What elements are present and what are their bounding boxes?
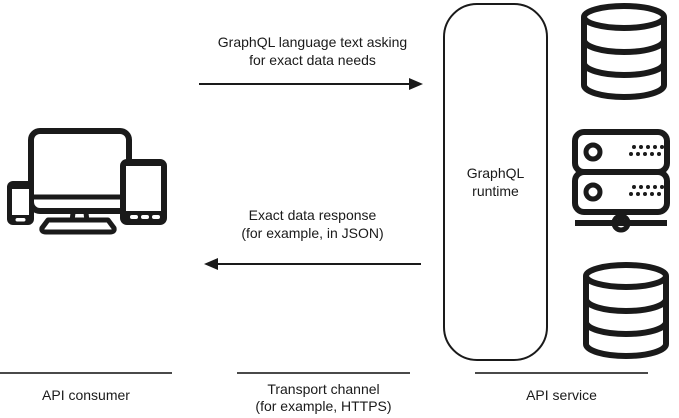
service-rule bbox=[475, 372, 648, 374]
devices-icon bbox=[7, 128, 167, 235]
runtime-line2: runtime bbox=[472, 183, 519, 199]
transport-channel-label: Transport channel (for example, HTTPS) bbox=[225, 381, 422, 415]
database-icon-bottom bbox=[583, 262, 669, 359]
consumer-rule bbox=[0, 372, 172, 374]
runtime-line1: GraphQL bbox=[466, 165, 525, 181]
transport-rule bbox=[237, 372, 410, 374]
request-message: GraphQL language text asking for exact d… bbox=[190, 33, 435, 69]
server-icon bbox=[572, 129, 670, 233]
response-line2: (for example, in JSON) bbox=[241, 225, 384, 241]
request-arrow bbox=[199, 78, 423, 90]
tablet-icon bbox=[120, 159, 167, 225]
api-service-label: API service bbox=[526, 387, 597, 403]
response-line1: Exact data response bbox=[248, 207, 377, 223]
request-line2: for exact data needs bbox=[249, 52, 376, 68]
graphql-runtime-box: GraphQL runtime bbox=[443, 3, 548, 361]
transport-label-line2: (for example, HTTPS) bbox=[255, 398, 392, 414]
response-arrow bbox=[204, 258, 421, 270]
server-led-dots bbox=[629, 145, 664, 196]
phone-icon bbox=[7, 181, 34, 225]
monitor-icon bbox=[28, 128, 132, 235]
response-message: Exact data response (for example, in JSO… bbox=[190, 206, 435, 242]
transport-label-line1: Transport channel bbox=[267, 381, 380, 397]
request-line1: GraphQL language text asking bbox=[217, 34, 408, 50]
database-icon-top bbox=[581, 3, 667, 100]
api-consumer-label: API consumer bbox=[42, 387, 130, 403]
